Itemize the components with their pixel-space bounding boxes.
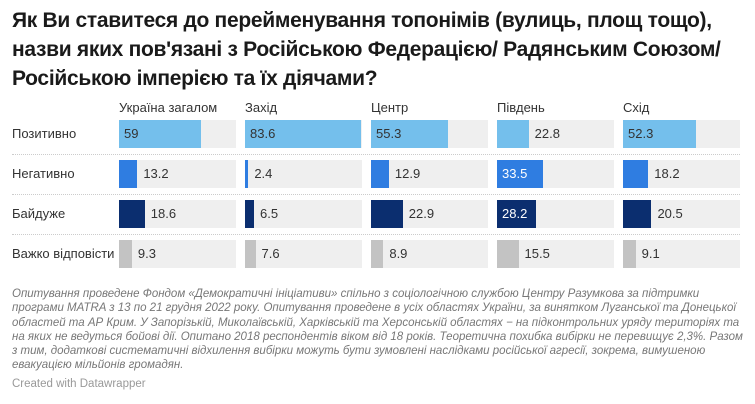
bar: [623, 200, 652, 228]
value-label: 20.5: [657, 206, 683, 221]
value-label: 22.8: [534, 126, 560, 141]
value-label: 9.1: [641, 246, 660, 261]
bar: [623, 120, 696, 148]
bar-background: [119, 240, 236, 268]
value-label: 7.6: [261, 246, 280, 261]
value-label: 33.5: [502, 166, 528, 181]
panel-header: Україна загалом: [119, 100, 218, 115]
bar: [497, 160, 544, 188]
bar: [371, 160, 389, 188]
bar-background: [245, 160, 362, 188]
value-label: 6.5: [260, 206, 279, 221]
bar: [119, 120, 201, 148]
panel-header: Захід: [245, 100, 278, 115]
row-label: Байдуже: [12, 206, 66, 221]
panel-header: Південь: [497, 100, 545, 115]
bar: [497, 240, 519, 268]
footer: Опитування проведене Фондом «Демократичн…: [12, 287, 750, 391]
row-separator: [12, 194, 740, 195]
bar: [119, 160, 138, 188]
bar-background: [623, 240, 740, 268]
bar: [119, 240, 132, 268]
value-label: 55.3: [376, 126, 402, 141]
value-label: 13.2: [143, 166, 169, 181]
bar: [371, 200, 403, 228]
bar: [497, 120, 529, 148]
row-label: Негативно: [12, 166, 75, 181]
value-label: 12.9: [394, 166, 421, 181]
bar: [119, 200, 145, 228]
value-label: 28.2: [502, 206, 528, 221]
bar: [497, 200, 537, 228]
value-label: 83.6: [250, 126, 276, 141]
bar: [371, 120, 448, 148]
footnote: Опитування проведене Фондом «Демократичн…: [12, 288, 743, 372]
bar-background: [371, 240, 488, 268]
value-label: 9.3: [137, 246, 156, 261]
bar: [245, 240, 256, 268]
value-label: 15.5: [524, 246, 550, 261]
value-label: 22.9: [408, 206, 435, 221]
bar-background: [371, 160, 488, 188]
panel-header: Схід: [623, 100, 650, 115]
bar: [245, 160, 249, 188]
row-label: Позитивно: [12, 126, 77, 141]
datawrapper-credit[interactable]: Created with Datawrapper: [12, 377, 146, 390]
bar: [623, 160, 649, 188]
row-separator: [12, 154, 740, 155]
chart-title: Як Ви ставитеся до перейменування топоні…: [12, 9, 721, 90]
bar-background: [119, 160, 236, 188]
bar: [245, 200, 255, 228]
value-label: 18.2: [654, 166, 680, 181]
value-label: 2.4: [254, 166, 273, 181]
panel-header: Центр: [371, 100, 409, 115]
row-label: Важко відповісти: [12, 246, 115, 261]
bar-background: [245, 200, 362, 228]
bar: [245, 120, 361, 148]
value-label: 59: [124, 126, 139, 141]
value-label: 8.9: [389, 246, 408, 261]
bar: [371, 240, 384, 268]
row-separator: [12, 234, 740, 235]
bar-background: [245, 240, 362, 268]
value-label: 52.3: [628, 126, 654, 141]
value-label: 18.6: [150, 206, 177, 221]
bar: [623, 240, 636, 268]
